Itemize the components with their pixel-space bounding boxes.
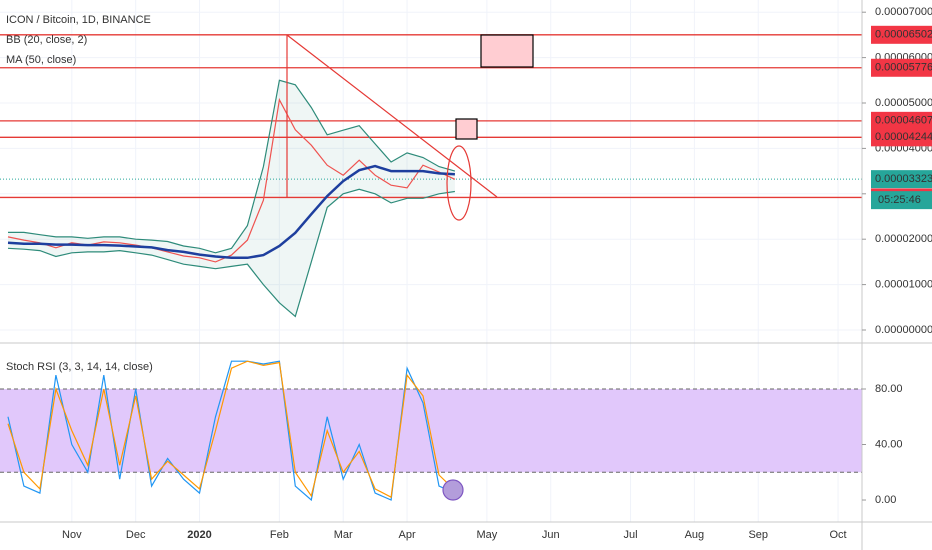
last-price-label: 0.00003323 <box>875 173 932 185</box>
chart-title: ICON / Bitcoin, 1D, BINANCE <box>6 14 151 26</box>
series-line <box>7 360 456 502</box>
indicator-label: MA (50, close) <box>6 54 76 66</box>
level-label-box <box>871 58 932 77</box>
x-tick-label: Mar <box>334 529 353 541</box>
bb-fill <box>7 80 455 317</box>
y-tick-label: 0.00 <box>875 494 896 506</box>
y-tick-label: 0.00005000 <box>875 97 932 109</box>
series-line <box>8 79 456 254</box>
drawings <box>286 34 534 501</box>
level-label-box <box>871 128 932 147</box>
x-tick-label: Nov <box>62 529 82 541</box>
level-label: 0.00006502 <box>875 29 932 41</box>
series-line <box>7 164 455 260</box>
last-price-box <box>871 170 932 189</box>
x-tick-label: Sep <box>748 529 768 541</box>
trend-line <box>286 34 498 198</box>
x-tick-label: Dec <box>126 529 146 541</box>
level-label-box <box>871 25 932 44</box>
y-tick-label: 0.00000000 <box>875 324 932 336</box>
y-tick-label: 40.00 <box>875 438 903 450</box>
countdown-label: 05:25:46 <box>878 194 921 206</box>
level-label: 0.00004607 <box>875 115 932 127</box>
grid <box>0 0 862 522</box>
series-line <box>7 188 455 318</box>
level-label: 0.00005776 <box>875 62 932 74</box>
indicator-label: BB (20, close, 2) <box>6 34 87 46</box>
x-tick-label: May <box>476 529 497 541</box>
y-tick-label: 0.00001000 <box>875 279 932 291</box>
level-label-box <box>871 111 932 130</box>
countdown-box <box>871 191 932 210</box>
x-tick-label: 2020 <box>187 529 211 541</box>
ellipse <box>446 145 472 221</box>
axes: Nov Dec 2020 Feb Mar Apr May Jun Jul Aug Sep Oct 0.0… <box>62 6 932 541</box>
y-tick-label: 80.00 <box>875 383 903 395</box>
series-line <box>7 360 456 499</box>
target-box <box>480 34 534 68</box>
target-box <box>455 118 478 140</box>
y-tick-label: 0.00002000 <box>875 233 932 245</box>
level-label: 0.00004244 <box>875 131 932 143</box>
x-tick-label: Feb <box>270 529 289 541</box>
x-tick-label: Jul <box>624 529 638 541</box>
x-tick-label: Jun <box>542 529 560 541</box>
x-tick-label: Oct <box>829 529 846 541</box>
x-tick-label: Aug <box>685 529 705 541</box>
y-tick-label: 0.00007000 <box>875 6 932 18</box>
x-tick-label: Apr <box>398 529 415 541</box>
band-fill <box>0 388 862 473</box>
indicator-label: Stoch RSI (3, 3, 14, 14, close) <box>6 361 153 373</box>
plot <box>0 34 862 502</box>
circle <box>442 479 464 501</box>
